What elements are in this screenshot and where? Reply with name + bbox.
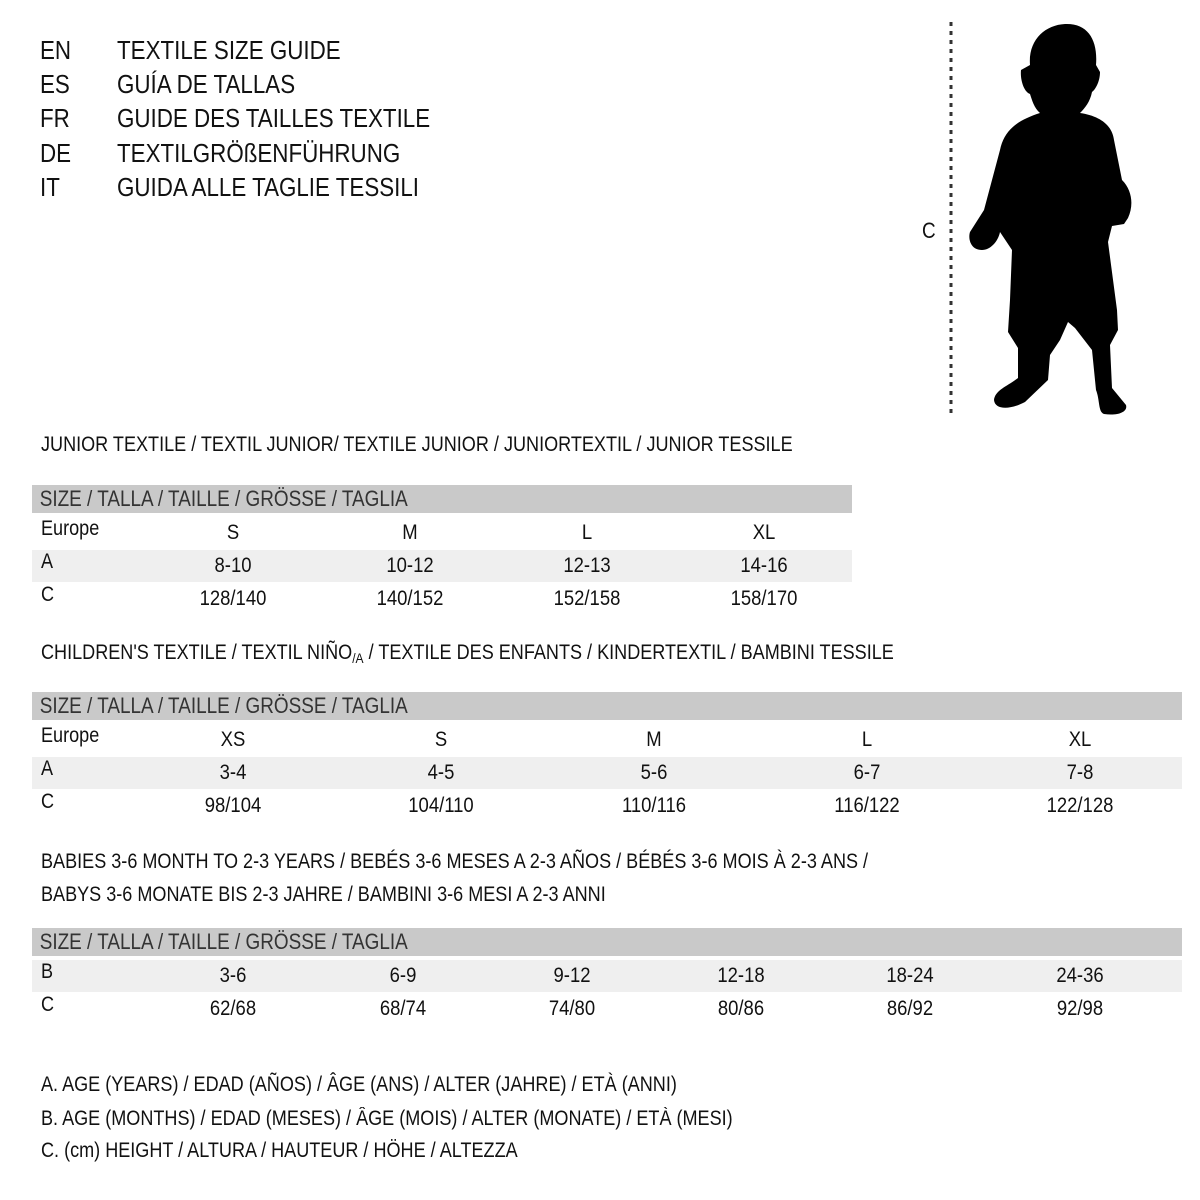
lang-title: GUIDE DES TAILLES TEXTILE: [117, 103, 431, 133]
table-header-label: SIZE / TALLA / TAILLE / GRÖSSE / TAGLIA: [39, 486, 408, 511]
junior-section-title: JUNIOR TEXTILE / TEXTIL JUNIOR/ TEXTILE …: [41, 430, 915, 460]
row-label: Europe: [41, 517, 100, 540]
table-cell: 12-18: [717, 964, 765, 987]
children-title-prefix: CHILDREN'S TEXTILE / TEXTIL NIÑO: [41, 641, 353, 664]
children-title-sub: /A: [352, 650, 364, 666]
children-section-title: CHILDREN'S TEXTILE / TEXTIL NIÑO/A / TEX…: [41, 638, 1033, 673]
legend-a: A. AGE (YEARS) / EDAD (AÑOS) / ÂGE (ANS)…: [41, 1070, 780, 1100]
lang-title: TEXTILGRÖßENFÜHRUNG: [117, 138, 401, 168]
table-cell: 9-12: [553, 964, 591, 987]
table-cell: 116/122: [834, 794, 900, 817]
table-cell: 86/92: [886, 997, 934, 1020]
row-label: C: [41, 790, 55, 813]
junior-title-text: JUNIOR TEXTILE / TEXTIL JUNIOR/ TEXTILE …: [41, 433, 793, 456]
table-cell: 7-8: [1066, 761, 1094, 784]
legend-b: B. AGE (MONTHS) / EDAD (MESES) / ÂGE (MO…: [41, 1104, 845, 1134]
table-cell: 110/116: [621, 794, 687, 817]
lang-title: GUÍA DE TALLAS: [117, 69, 296, 99]
table-header-band: SIZE / TALLA / TAILLE / GRÖSSE / TAGLIA: [32, 485, 852, 513]
table-cell: 158/170: [730, 587, 798, 610]
table-cell: XL: [752, 521, 776, 544]
table-cell: 12-13: [563, 554, 611, 577]
table-cell: 8-10: [214, 554, 252, 577]
table-cell: 6-7: [853, 761, 881, 784]
table-cell: 62/68: [209, 997, 257, 1020]
table-cell: 24-36: [1056, 964, 1104, 987]
table-cell: 104/110: [408, 794, 474, 817]
legend-c-text: C. (cm) HEIGHT / ALTURA / HAUTEUR / HÖHE…: [41, 1139, 518, 1162]
table-header-label: SIZE / TALLA / TAILLE / GRÖSSE / TAGLIA: [39, 929, 408, 954]
table-cell: 98/104: [204, 794, 262, 817]
table-row: C 62/68 68/74 74/80 80/86 86/92 92/98: [32, 993, 1182, 1025]
lang-code: FR: [40, 103, 70, 133]
child-silhouette-icon: [949, 22, 1132, 415]
lang-title: GUIDA ALLE TAGLIE TESSILI: [117, 172, 420, 202]
babies-title-line2: BABYS 3-6 MONATE BIS 2-3 JAHRE / BAMBINI…: [41, 883, 606, 906]
table-cell: 18-24: [886, 964, 934, 987]
table-cell: 3-4: [219, 761, 247, 784]
table-cell: 6-9: [389, 964, 417, 987]
table-cell: XS: [220, 728, 246, 751]
row-label: A: [41, 757, 54, 780]
lang-code: ES: [40, 69, 70, 99]
lang-code: DE: [40, 138, 72, 168]
table-cell: 68/74: [379, 997, 427, 1020]
table-cell: 4-5: [427, 761, 455, 784]
babies-section-title-1: BABIES 3-6 MONTH TO 2-3 YEARS / BEBÉS 3-…: [41, 847, 1003, 877]
lang-code: EN: [40, 35, 72, 65]
table-cell: M: [646, 728, 662, 751]
children-title-suffix: / TEXTILE DES ENFANTS / KINDERTEXTIL / B…: [363, 641, 894, 664]
lang-code: IT: [40, 172, 60, 202]
table-cell: S: [226, 521, 240, 544]
table-header-label: SIZE / TALLA / TAILLE / GRÖSSE / TAGLIA: [39, 693, 408, 718]
table-row: A 8-10 10-12 12-13 14-16: [32, 550, 852, 582]
lang-title: TEXTILE SIZE GUIDE: [117, 35, 341, 65]
legend-b-text: B. AGE (MONTHS) / EDAD (MESES) / ÂGE (MO…: [41, 1107, 733, 1130]
table-cell: 10-12: [386, 554, 434, 577]
table-cell: XL: [1068, 728, 1092, 751]
babies-title-line1: BABIES 3-6 MONTH TO 2-3 YEARS / BEBÉS 3-…: [41, 850, 869, 873]
table-cell: 5-6: [640, 761, 668, 784]
table-cell: 14-16: [740, 554, 788, 577]
table-cell: 92/98: [1056, 997, 1104, 1020]
table-header-band: SIZE / TALLA / TAILLE / GRÖSSE / TAGLIA: [32, 928, 1182, 956]
table-cell: 152/158: [553, 587, 621, 610]
babies-section-title-2: BABYS 3-6 MONATE BIS 2-3 JAHRE / BAMBINI…: [41, 880, 698, 910]
table-row: C 98/104 104/110 110/116 116/122 122/128: [32, 790, 1182, 822]
row-label: Europe: [41, 724, 100, 747]
table-cell: 3-6: [219, 964, 247, 987]
table-cell: 74/80: [548, 997, 596, 1020]
table-row: C 128/140 140/152 152/158 158/170: [32, 583, 852, 615]
table-row: Europe XS S M L XL: [32, 724, 1182, 756]
row-label: B: [41, 960, 54, 983]
table-row: A 3-4 4-5 5-6 6-7 7-8: [32, 757, 1182, 789]
legend-c: C. (cm) HEIGHT / ALTURA / HAUTEUR / HÖHE…: [41, 1136, 595, 1166]
table-row: B 3-6 6-9 9-12 12-18 18-24 24-36: [32, 960, 1182, 992]
row-label: C: [41, 993, 55, 1016]
child-silhouette: [969, 23, 1132, 415]
row-label: C: [41, 583, 55, 606]
table-header-band: SIZE / TALLA / TAILLE / GRÖSSE / TAGLIA: [32, 692, 1182, 720]
table-row: Europe S M L XL: [32, 517, 852, 549]
table-cell: 122/128: [1046, 794, 1114, 817]
table-cell: 140/152: [376, 587, 444, 610]
legend-a-text: A. AGE (YEARS) / EDAD (AÑOS) / ÂGE (ANS)…: [41, 1073, 677, 1096]
row-label: A: [41, 550, 54, 573]
table-cell: L: [581, 521, 593, 544]
height-label: C: [922, 218, 936, 243]
table-cell: L: [861, 728, 873, 751]
table-cell: M: [402, 521, 418, 544]
table-cell: 128/140: [199, 587, 267, 610]
table-cell: 80/86: [717, 997, 765, 1020]
table-cell: S: [434, 728, 448, 751]
